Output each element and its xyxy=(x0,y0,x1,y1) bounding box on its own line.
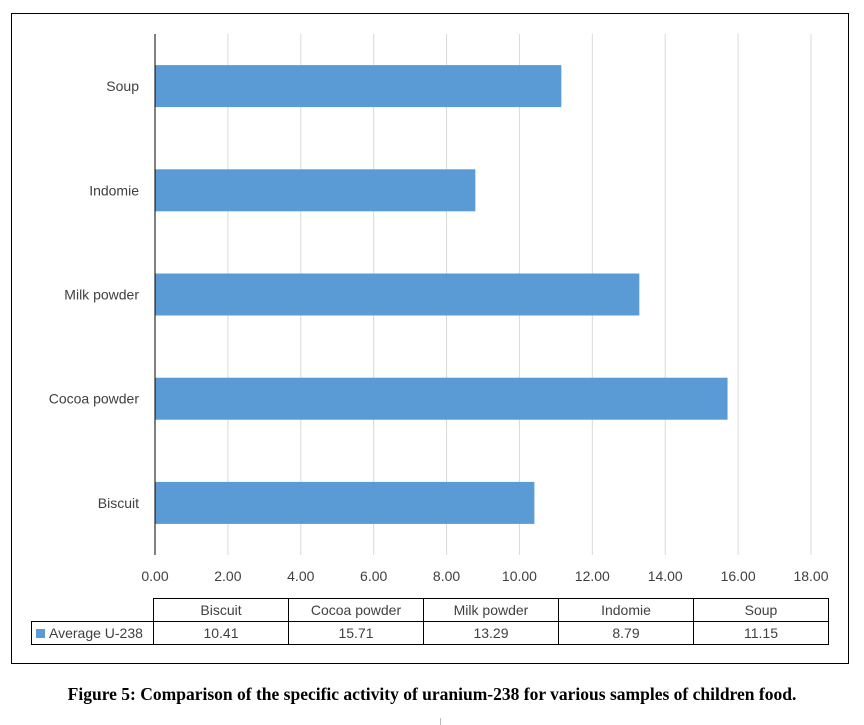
data-table-cell: 10.41 xyxy=(153,621,289,645)
x-tick-label: 4.00 xyxy=(287,568,314,584)
legend-entry: Average U-238 xyxy=(31,621,154,645)
data-table-cell: 13.29 xyxy=(423,621,559,645)
x-tick-label: 2.00 xyxy=(214,568,241,584)
x-tick-labels: 0.00 2.00 4.00 6.00 8.00 10.00 12.00 14.00 16.00… xyxy=(141,568,828,584)
data-table-header: Indomie xyxy=(558,598,694,622)
data-table-corner xyxy=(32,599,154,622)
data-table-header: Cocoa powder xyxy=(288,598,424,622)
data-table-header: Biscuit xyxy=(153,598,289,622)
bar xyxy=(155,377,728,420)
data-table-header: Milk powder xyxy=(423,598,559,622)
data-table-cell: 8.79 xyxy=(558,621,694,645)
x-tick-label: 6.00 xyxy=(360,568,387,584)
data-table-header: Soup xyxy=(693,598,829,622)
data-table: Biscuit Cocoa powder Milk powder Indomie… xyxy=(31,598,829,645)
category-label: Indomie xyxy=(89,182,139,198)
x-tick-label: 10.00 xyxy=(502,568,537,584)
legend-label: Average U-238 xyxy=(49,625,143,641)
bars xyxy=(155,65,728,524)
bar-chart: Biscuit Cocoa powder Milk powder Indomie Sou… xyxy=(49,34,829,584)
data-table-cell: 15.71 xyxy=(288,621,424,645)
x-tick-label: 16.00 xyxy=(721,568,756,584)
category-label: Cocoa powder xyxy=(49,391,140,407)
category-labels: Biscuit Cocoa powder Milk powder Indomie Sou… xyxy=(49,78,140,511)
gridlines xyxy=(227,34,812,555)
bar xyxy=(155,65,562,108)
bar xyxy=(155,273,640,316)
figure-caption: Figure 5: Comparison of the specific act… xyxy=(67,684,797,704)
category-label: Biscuit xyxy=(98,495,139,511)
category-label: Milk powder xyxy=(64,287,139,303)
category-label: Soup xyxy=(106,78,139,94)
bar xyxy=(155,481,535,524)
x-tick-label: 0.00 xyxy=(141,568,168,584)
x-tick-label: 8.00 xyxy=(433,568,460,584)
x-tick-label: 18.00 xyxy=(793,568,828,584)
x-tick-label: 12.00 xyxy=(575,568,610,584)
divider xyxy=(440,718,441,725)
legend-swatch xyxy=(36,629,45,638)
x-tick-label: 14.00 xyxy=(648,568,683,584)
data-table-header-row: Biscuit Cocoa powder Milk powder Indomie… xyxy=(32,598,829,622)
data-table-value-row: Average U-238 10.41 15.71 13.29 8.79 11.… xyxy=(31,621,829,645)
chart-frame xyxy=(11,13,849,664)
data-table-cell: 11.15 xyxy=(693,621,829,645)
bar xyxy=(155,169,476,212)
